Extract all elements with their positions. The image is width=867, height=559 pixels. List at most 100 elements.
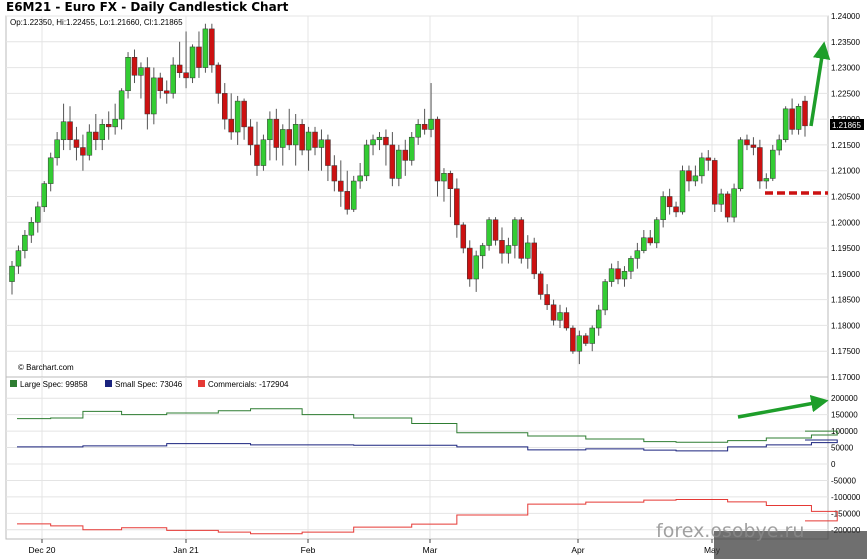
candle-body	[421, 124, 428, 130]
cot-tick-label: 0	[831, 460, 836, 469]
candle-body	[189, 46, 196, 79]
candle-body	[338, 180, 344, 192]
candle-body	[770, 149, 776, 179]
candle-body	[641, 237, 647, 251]
candle-body	[41, 183, 47, 208]
x-tick-label: Dec 20	[29, 545, 56, 555]
candle-body	[209, 28, 215, 66]
candle-body	[47, 157, 54, 184]
watermark-text: forex.osobye.ru	[656, 520, 804, 542]
candle-body	[9, 265, 15, 282]
x-tick-label: Feb	[301, 545, 316, 555]
candle-body	[331, 165, 338, 182]
candle-body	[763, 178, 770, 182]
candle-body	[157, 77, 164, 92]
candle-body	[60, 121, 67, 141]
candle-body	[782, 108, 789, 141]
candle-body	[718, 193, 724, 205]
candle-body	[247, 126, 254, 146]
cot-tick-label: 150000	[831, 411, 858, 420]
candle-body	[183, 72, 189, 79]
candle-body	[692, 175, 699, 182]
candle-body	[802, 100, 808, 127]
candle-body	[254, 144, 260, 166]
candles-group	[9, 23, 808, 365]
candle-body	[628, 258, 634, 272]
candle-body	[563, 312, 570, 329]
candle-body	[589, 327, 595, 344]
candle-body	[518, 219, 525, 259]
price-tick-label: 1.18000	[831, 321, 860, 330]
price-tick-label: 1.19000	[831, 270, 860, 279]
price-tick-label: 1.20500	[831, 193, 860, 202]
candle-body	[408, 136, 415, 161]
candle-body	[737, 139, 744, 190]
candle-body	[679, 170, 686, 213]
candle-body	[370, 139, 376, 146]
cot-tick-label: -50000	[831, 476, 856, 485]
cot-tick-label: 100000	[831, 427, 858, 436]
candle-body	[118, 90, 125, 120]
candle-body	[202, 28, 209, 68]
watermark-logo: forex.osobye.ru	[656, 520, 867, 559]
x-axis: Dec 20 Jan 21 Feb Mar Apr May	[29, 539, 721, 555]
candle-body	[724, 193, 731, 218]
cot-panel	[5, 376, 829, 540]
candle-body	[660, 196, 666, 220]
candle-body	[525, 242, 531, 259]
last-price-label: 1.21865	[832, 121, 861, 130]
candle-body	[486, 219, 492, 246]
candle-body	[666, 196, 673, 208]
x-tick-label: Mar	[423, 545, 438, 555]
candle-body	[99, 124, 106, 141]
candle-body	[273, 118, 280, 148]
price-tick-label: 1.17000	[831, 373, 860, 382]
candle-body	[686, 170, 692, 182]
candle-body	[428, 118, 434, 130]
candle-body	[473, 255, 479, 280]
price-tick-label: 1.17500	[831, 347, 860, 356]
cot-tick-label: 200000	[831, 394, 858, 403]
candle-body	[454, 188, 460, 226]
candle-body	[731, 188, 737, 218]
legend-commercials: Commercials: -172904	[208, 380, 289, 389]
candle-body	[550, 304, 557, 321]
candle-body	[260, 139, 267, 166]
candle-body	[163, 90, 170, 94]
price-tick-label: 1.20000	[831, 218, 860, 227]
candle-body	[705, 157, 712, 161]
candle-body	[105, 124, 112, 128]
price-up-arrow	[809, 41, 831, 127]
price-grid	[6, 15, 828, 378]
cot-up-arrow	[737, 394, 829, 419]
candle-body	[305, 131, 312, 151]
candle-body	[215, 64, 222, 94]
candle-body	[28, 222, 35, 236]
candle-body	[112, 118, 118, 128]
candle-body	[415, 124, 421, 138]
candle-body	[634, 250, 641, 259]
candle-body	[73, 139, 80, 148]
candle-body	[789, 108, 795, 130]
candle-body	[312, 131, 318, 148]
candle-body	[557, 312, 563, 321]
legend-large-spec: Large Spec: 99858	[20, 380, 88, 389]
candle-body	[615, 268, 621, 280]
price-tick-label: 1.18500	[831, 296, 860, 305]
candle-body	[80, 147, 86, 156]
candle-body	[441, 173, 447, 182]
candle-body	[576, 335, 583, 352]
candle-body	[402, 149, 409, 161]
candle-body	[383, 136, 389, 146]
candle-body	[222, 93, 228, 120]
candle-body	[699, 157, 705, 177]
legend-swatch-commercials	[198, 380, 205, 387]
cot-series-line-commercials	[17, 499, 838, 535]
price-tick-label: 1.23500	[831, 38, 860, 47]
candle-body	[234, 100, 241, 133]
candle-body	[286, 129, 292, 146]
candle-body	[396, 149, 402, 179]
price-y-axis: 1.17000 1.17500 1.18000 1.18500 1.19000 1.195…	[831, 12, 860, 382]
candle-body	[531, 242, 537, 275]
candle-body	[512, 219, 518, 246]
